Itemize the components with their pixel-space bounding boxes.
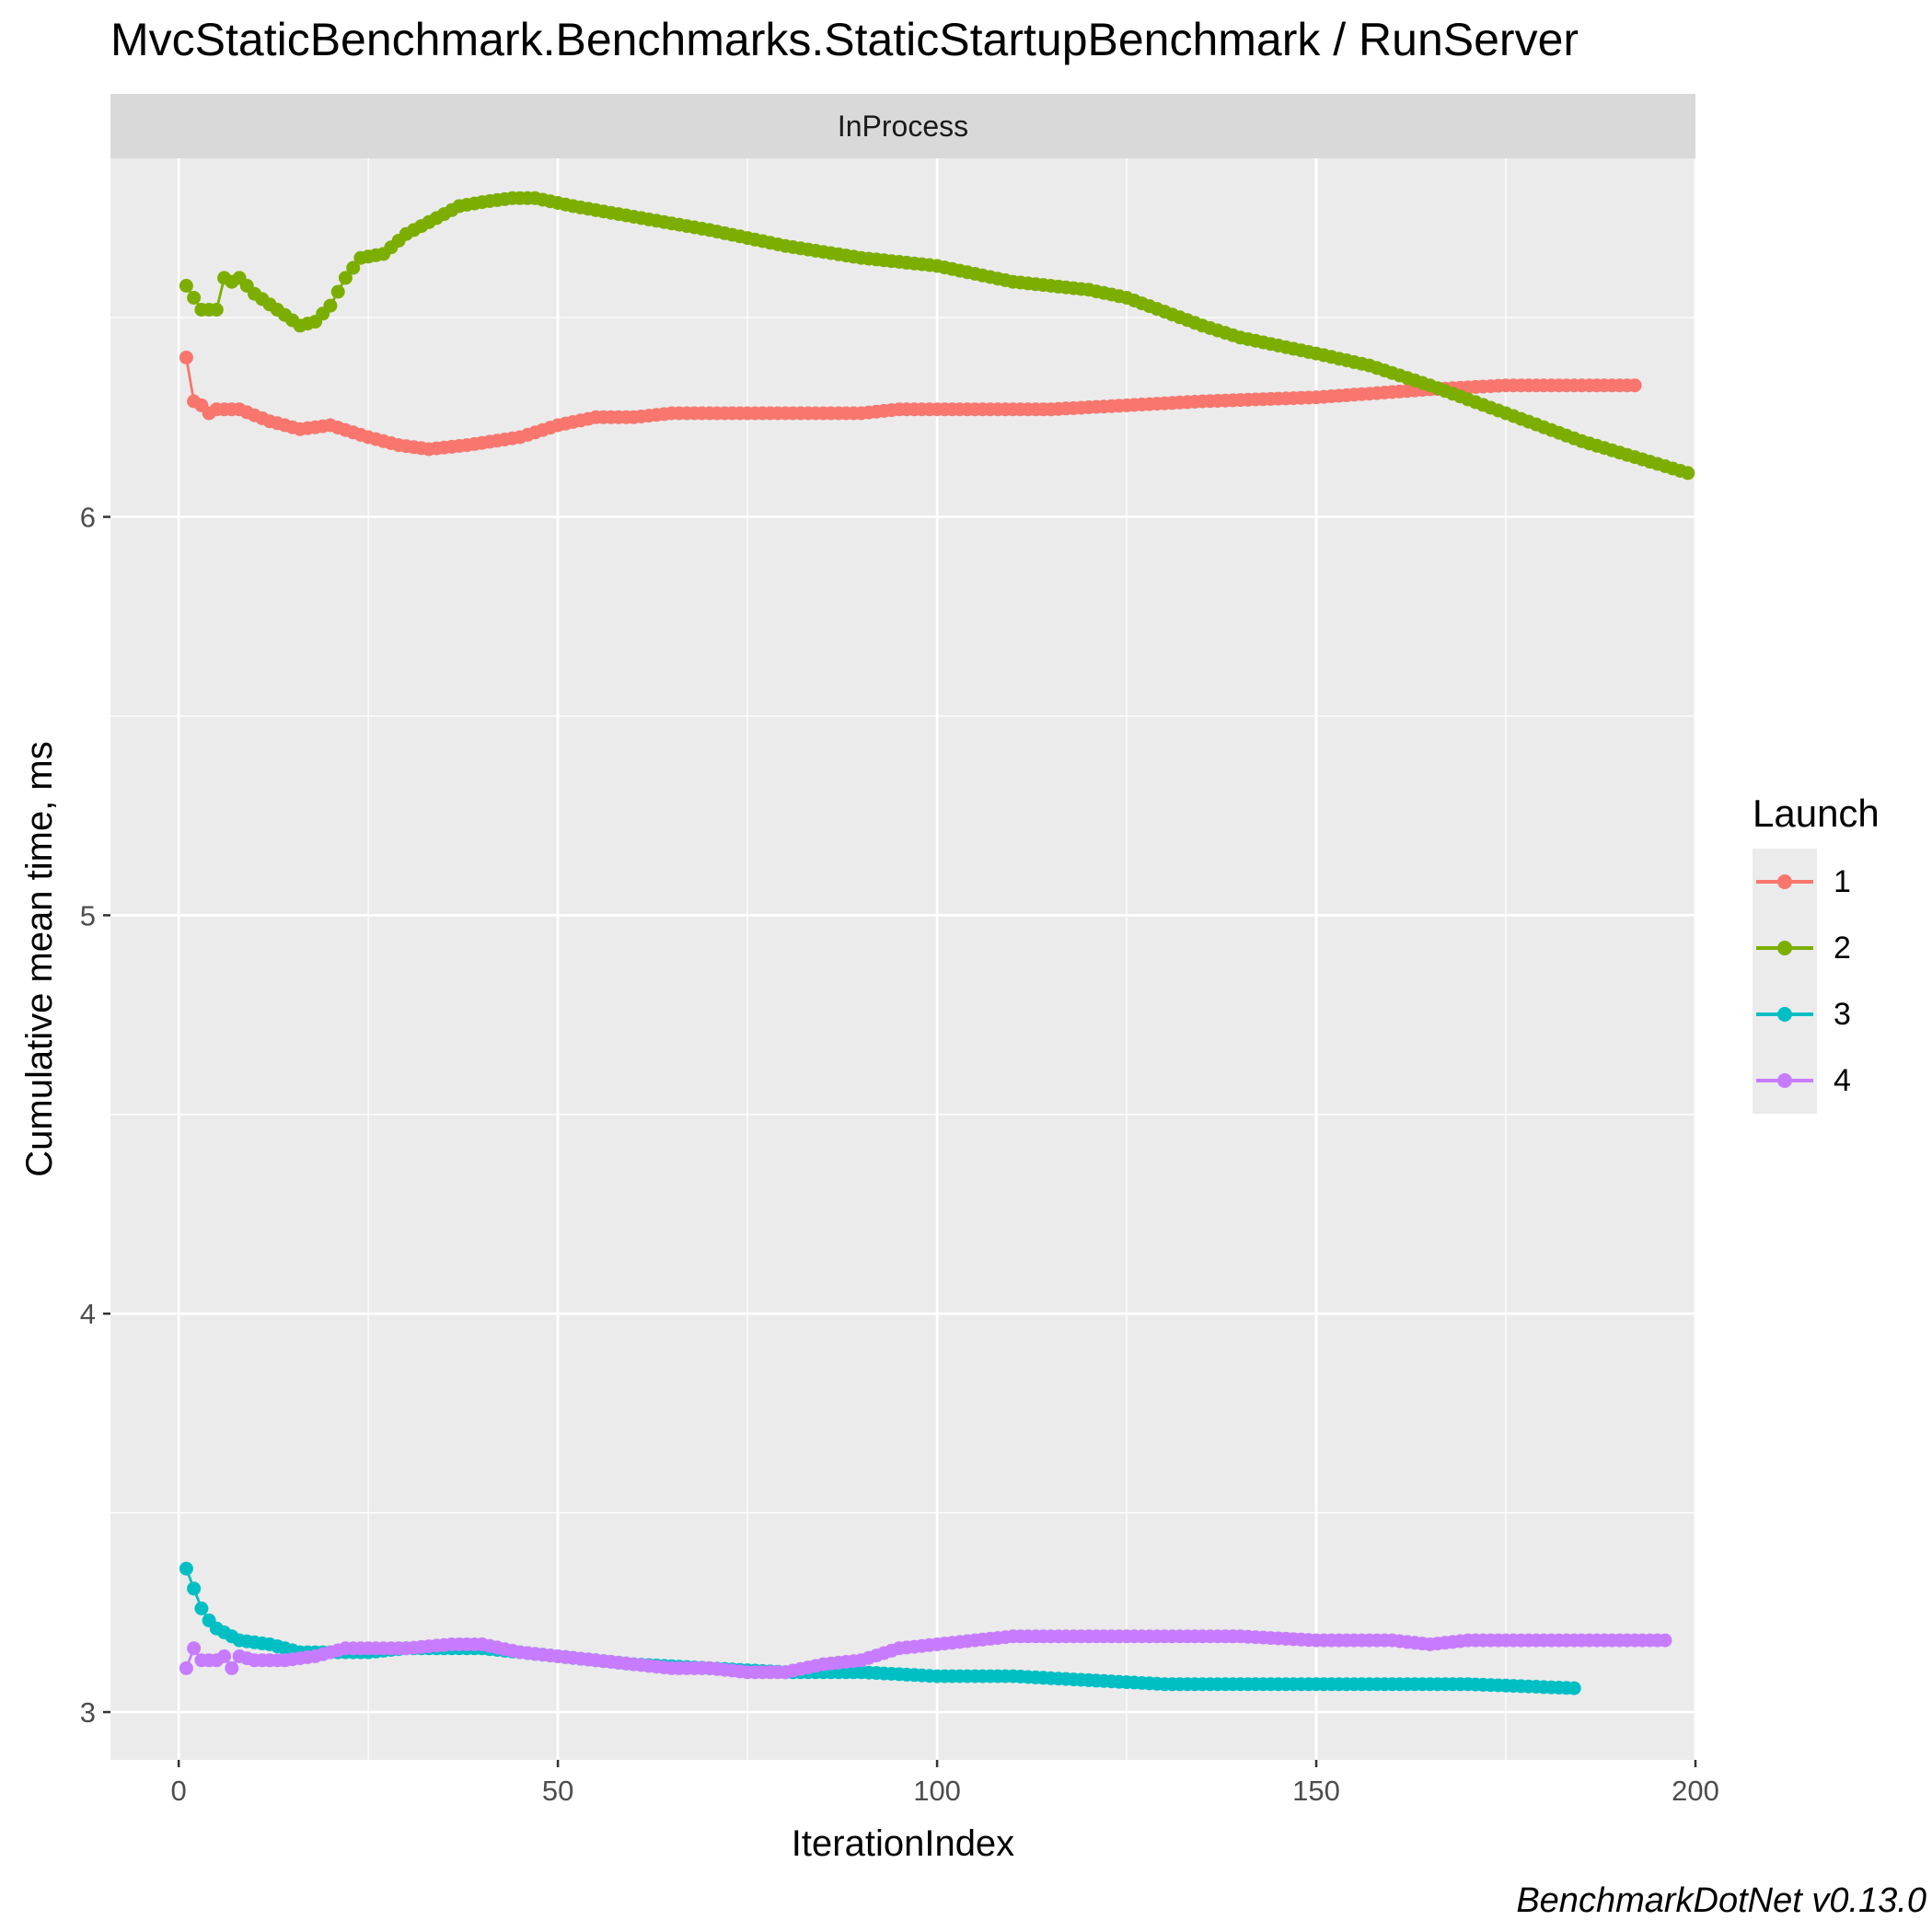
data-point (179, 1561, 193, 1576)
data-point (346, 260, 361, 275)
data-point (187, 1641, 202, 1656)
legend-key-2 (1753, 915, 1817, 981)
series-4 (179, 1629, 1672, 1680)
series-1 (179, 350, 1642, 457)
caption: BenchmarkDotNet v0.13.0 (1516, 1881, 1926, 1920)
facet-strip (110, 94, 1695, 158)
plot-panel (110, 158, 1695, 1760)
data-point (330, 284, 345, 299)
series-layer (179, 191, 1695, 1695)
y-tick-label: 4 (80, 1298, 96, 1330)
legend-key-point (1777, 874, 1792, 889)
data-point (1567, 1681, 1581, 1695)
legend-key-3 (1753, 981, 1817, 1047)
chart-title: MvcStaticBenchmark.Benchmarks.StaticStar… (110, 14, 1579, 65)
x-tick-label: 200 (1672, 1775, 1719, 1807)
data-point (209, 303, 224, 317)
data-point (1627, 378, 1642, 393)
y-tick-label: 6 (80, 502, 96, 534)
data-point (179, 1660, 193, 1675)
legend-key-4 (1753, 1047, 1817, 1114)
y-tick-label: 5 (80, 899, 96, 931)
data-point (217, 1649, 232, 1663)
legend-key-point (1777, 1007, 1792, 1022)
legend: Launch 1 2 3 4 (1753, 792, 1880, 1114)
legend-keys (1753, 849, 1817, 1114)
data-point (179, 350, 193, 364)
legend-labels: 1 2 3 4 (1817, 849, 1851, 1114)
data-point (1658, 1633, 1672, 1648)
series-2 (179, 191, 1695, 480)
legend-key-point (1777, 1073, 1792, 1088)
legend-title: Launch (1753, 792, 1880, 835)
x-axis: 0 50 100 150 200 (171, 1760, 1719, 1807)
x-tick-label: 50 (542, 1775, 573, 1807)
data-point (187, 291, 202, 305)
data-point (225, 1660, 239, 1675)
y-axis-label: Cumulative mean time, ms (19, 741, 60, 1176)
legend-label-4: 4 (1834, 1063, 1851, 1098)
x-tick-label: 150 (1292, 1775, 1340, 1807)
data-point (187, 1581, 202, 1596)
minor-gridlines (110, 158, 1695, 1760)
facet-strip-label: InProcess (838, 110, 968, 143)
data-point (338, 271, 353, 285)
data-point (179, 279, 193, 293)
y-tick-label: 3 (80, 1696, 96, 1729)
legend-label-3: 3 (1834, 997, 1851, 1032)
y-axis: 3 4 5 6 (80, 502, 110, 1729)
x-tick-label: 0 (171, 1775, 187, 1807)
data-point (194, 1602, 209, 1615)
data-point (323, 298, 338, 313)
data-point (1681, 466, 1695, 480)
x-axis-label: IterationIndex (792, 1823, 1014, 1864)
x-tick-label: 100 (913, 1775, 961, 1807)
legend-key-1 (1753, 849, 1817, 915)
legend-label-1: 1 (1834, 864, 1851, 899)
legend-key-point (1777, 941, 1792, 955)
legend-label-2: 2 (1834, 931, 1851, 966)
